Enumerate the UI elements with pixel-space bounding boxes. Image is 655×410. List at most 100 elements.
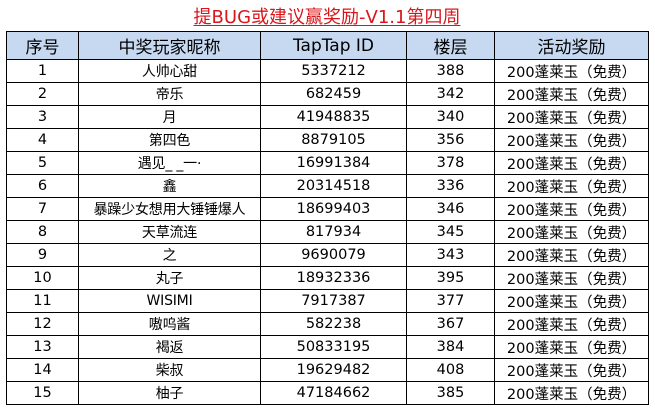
cell-taptap-id: 7917387: [260, 289, 407, 313]
table-row: 7 暴躁少女想用大锤锤爆人 18699403 346 200蓬莱玉（免费）: [6, 197, 649, 221]
cell-reward: 200蓬莱玉（免费）: [494, 312, 649, 336]
cell-floor: 377: [406, 289, 495, 313]
cell-reward: 200蓬莱玉（免费）: [494, 266, 649, 290]
table-row: 14 柴叔 19629482 408 200蓬莱玉（免费）: [6, 358, 649, 382]
cell-index: 12: [6, 312, 79, 336]
sheet-title: 提BUG或建议赢奖励-V1.1第四周: [193, 7, 461, 28]
cell-index: 15: [6, 381, 79, 405]
table-body: 1 人帅心甜 5337212 388 200蓬莱玉（免费） 2 帝乐 682459 342 200…: [6, 59, 649, 405]
cell-floor: 343: [406, 243, 495, 267]
cell-floor: 384: [406, 335, 495, 359]
cell-reward: 200蓬莱玉（免费）: [494, 289, 649, 313]
cell-floor: 346: [406, 197, 495, 221]
cell-floor: 336: [406, 174, 495, 198]
cell-nickname: 天草流连: [78, 220, 261, 244]
cell-floor: 388: [406, 59, 495, 83]
cell-nickname: 遇见_ _一·: [78, 151, 261, 175]
cell-index: 4: [6, 128, 79, 152]
cell-floor: 345: [406, 220, 495, 244]
cell-reward: 200蓬莱玉（免费）: [494, 381, 649, 405]
cell-nickname: 月: [78, 105, 261, 129]
cell-floor: 378: [406, 151, 495, 175]
header-taptap-id: TapTap ID: [260, 31, 407, 60]
cell-reward: 200蓬莱玉（免费）: [494, 243, 649, 267]
cell-taptap-id: 9690079: [260, 243, 407, 267]
table-row: 10 丸子 18932336 395 200蓬莱玉（免费）: [6, 266, 649, 290]
cell-nickname: 人帅心甜: [78, 59, 261, 83]
table-row: 2 帝乐 682459 342 200蓬莱玉（免费）: [6, 82, 649, 106]
table-row: 11 WISIMI 7917387 377 200蓬莱玉（免费）: [6, 289, 649, 313]
cell-floor: 342: [406, 82, 495, 106]
cell-floor: 408: [406, 358, 495, 382]
cell-nickname: 柚子: [78, 381, 261, 405]
cell-taptap-id: 18699403: [260, 197, 407, 221]
cell-nickname: 帝乐: [78, 82, 261, 106]
table-row: 5 遇见_ _一· 16991384 378 200蓬莱玉（免费）: [6, 151, 649, 175]
cell-reward: 200蓬莱玉（免费）: [494, 105, 649, 129]
cell-taptap-id: 817934: [260, 220, 407, 244]
cell-nickname: 柴叔: [78, 358, 261, 382]
cell-nickname: 之: [78, 243, 261, 267]
cell-nickname: 暴躁少女想用大锤锤爆人: [78, 197, 261, 221]
cell-floor: 385: [406, 381, 495, 405]
cell-index: 5: [6, 151, 79, 175]
cell-nickname: 鑫: [78, 174, 261, 198]
cell-taptap-id: 5337212: [260, 59, 407, 83]
cell-nickname: 第四色: [78, 128, 261, 152]
winners-sheet: 提BUG或建议赢奖励-V1.1第四周 序号 中奖玩家昵称 TapTap ID 楼…: [6, 5, 649, 405]
cell-index: 9: [6, 243, 79, 267]
cell-floor: 395: [406, 266, 495, 290]
cell-index: 8: [6, 220, 79, 244]
cell-floor: 367: [406, 312, 495, 336]
table-row: 15 柚子 47184662 385 200蓬莱玉（免费）: [6, 381, 649, 405]
cell-reward: 200蓬莱玉（免费）: [494, 197, 649, 221]
cell-index: 2: [6, 82, 79, 106]
header-row: 序号 中奖玩家昵称 TapTap ID 楼层 活动奖励: [6, 31, 649, 60]
header-floor: 楼层: [406, 31, 495, 60]
header-nickname: 中奖玩家昵称: [78, 31, 261, 60]
cell-reward: 200蓬莱玉（免费）: [494, 128, 649, 152]
winners-table: 序号 中奖玩家昵称 TapTap ID 楼层 活动奖励 1 人帅心甜 5337212…: [6, 31, 649, 405]
header-reward: 活动奖励: [494, 31, 649, 60]
table-row: 12 嗷呜酱 582238 367 200蓬莱玉（免费）: [6, 312, 649, 336]
table-row: 4 第四色 8879105 356 200蓬莱玉（免费）: [6, 128, 649, 152]
table-row: 13 褐返 50833195 384 200蓬莱玉（免费）: [6, 335, 649, 359]
table-row: 1 人帅心甜 5337212 388 200蓬莱玉（免费）: [6, 59, 649, 83]
cell-index: 13: [6, 335, 79, 359]
cell-nickname: 丸子: [78, 266, 261, 290]
cell-reward: 200蓬莱玉（免费）: [494, 174, 649, 198]
cell-nickname: 嗷呜酱: [78, 312, 261, 336]
table-row: 8 天草流连 817934 345 200蓬莱玉（免费）: [6, 220, 649, 244]
cell-floor: 356: [406, 128, 495, 152]
cell-index: 6: [6, 174, 79, 198]
cell-index: 7: [6, 197, 79, 221]
cell-taptap-id: 18932336: [260, 266, 407, 290]
cell-reward: 200蓬莱玉（免费）: [494, 82, 649, 106]
cell-index: 3: [6, 105, 79, 129]
cell-index: 10: [6, 266, 79, 290]
table-row: 6 鑫 20314518 336 200蓬莱玉（免费）: [6, 174, 649, 198]
cell-index: 1: [6, 59, 79, 83]
cell-index: 11: [6, 289, 79, 313]
cell-nickname: WISIMI: [78, 289, 261, 313]
cell-reward: 200蓬莱玉（免费）: [494, 358, 649, 382]
cell-nickname: 褐返: [78, 335, 261, 359]
cell-taptap-id: 16991384: [260, 151, 407, 175]
cell-floor: 340: [406, 105, 495, 129]
cell-reward: 200蓬莱玉（免费）: [494, 220, 649, 244]
table-row: 3 月 41948835 340 200蓬莱玉（免费）: [6, 105, 649, 129]
cell-reward: 200蓬莱玉（免费）: [494, 151, 649, 175]
cell-taptap-id: 582238: [260, 312, 407, 336]
table-row: 9 之 9690079 343 200蓬莱玉（免费）: [6, 243, 649, 267]
cell-taptap-id: 41948835: [260, 105, 407, 129]
cell-taptap-id: 682459: [260, 82, 407, 106]
cell-taptap-id: 8879105: [260, 128, 407, 152]
cell-taptap-id: 50833195: [260, 335, 407, 359]
cell-index: 14: [6, 358, 79, 382]
cell-taptap-id: 47184662: [260, 381, 407, 405]
cell-taptap-id: 19629482: [260, 358, 407, 382]
cell-taptap-id: 20314518: [260, 174, 407, 198]
cell-reward: 200蓬莱玉（免费）: [494, 59, 649, 83]
cell-reward: 200蓬莱玉（免费）: [494, 335, 649, 359]
header-index: 序号: [6, 31, 79, 60]
